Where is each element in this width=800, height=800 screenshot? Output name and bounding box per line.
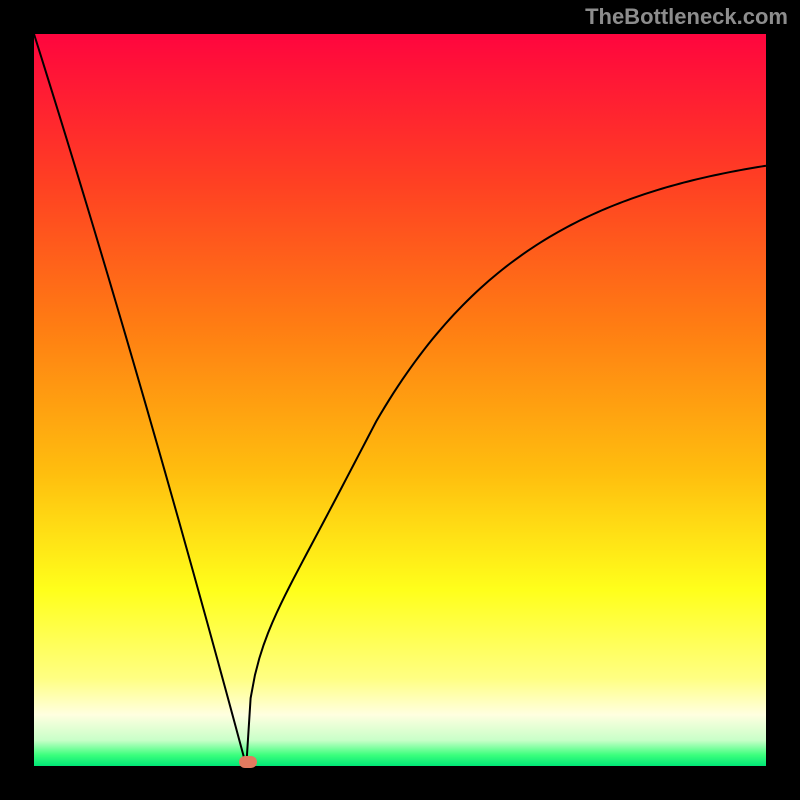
plot-border: [0, 0, 34, 800]
watermark-text: TheBottleneck.com: [585, 4, 788, 30]
vertex-marker: [239, 756, 257, 768]
plot-border: [766, 0, 800, 800]
plot-border: [0, 766, 800, 800]
